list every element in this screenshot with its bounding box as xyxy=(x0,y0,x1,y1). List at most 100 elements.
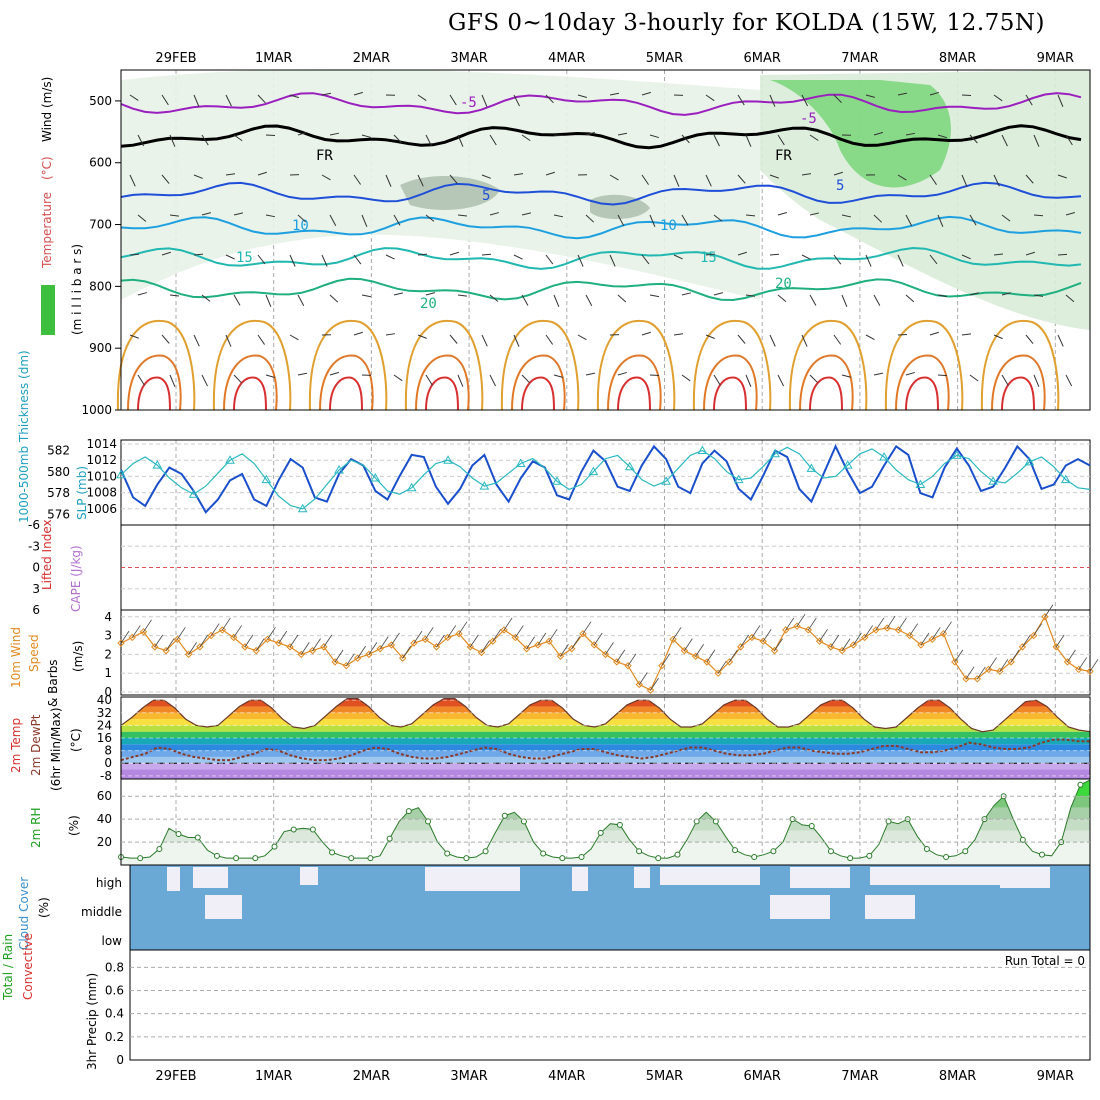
wind-speed-point xyxy=(297,650,305,659)
wind-speed-point xyxy=(151,643,159,651)
wind-barb xyxy=(865,94,875,98)
wind-barb xyxy=(993,94,1003,102)
wind-speed-point xyxy=(387,641,396,649)
wind-barb xyxy=(617,371,627,376)
rh-point xyxy=(520,818,527,825)
wind-speed-point xyxy=(545,637,553,645)
pressure-axis-label: (m i l l i b a r s) xyxy=(70,244,84,335)
wind-barb xyxy=(169,374,176,387)
isotherm-line xyxy=(120,215,1082,240)
surface-wind-barb xyxy=(402,645,412,659)
slp-point xyxy=(624,461,635,471)
rh-band xyxy=(121,807,1090,820)
date-label-top: 5MAR xyxy=(646,51,683,66)
wind-speed-point xyxy=(928,635,936,644)
wind-barb xyxy=(353,254,362,265)
wind-barb xyxy=(329,214,337,226)
wind-barb xyxy=(393,134,402,144)
wind-barb xyxy=(161,251,171,256)
low-level-isotherm xyxy=(415,354,470,411)
wind-barb xyxy=(809,134,819,141)
wind-barb xyxy=(649,134,659,139)
low-level-isotherm xyxy=(809,376,843,411)
surface-wind-barb xyxy=(638,672,648,685)
rh-point xyxy=(559,855,566,862)
dewpoint-label: 2m DewPt xyxy=(29,714,43,776)
wind-tick-label: 3 xyxy=(104,629,112,643)
wind-speed-line xyxy=(120,615,1091,691)
slp-axis-label: SLP (mb) xyxy=(75,466,89,520)
surface-wind-barb xyxy=(177,627,186,640)
thickness-tick-label: 576 xyxy=(47,507,70,521)
wind-barb xyxy=(297,294,305,307)
wind-barb xyxy=(545,254,554,265)
rh-point xyxy=(233,855,240,862)
isotherm-label: 5 xyxy=(482,188,490,204)
wind-barb xyxy=(897,92,908,96)
slp-point xyxy=(988,476,998,485)
wind-barb xyxy=(425,214,435,222)
thickness-tick-label: 582 xyxy=(47,444,70,458)
slp-point xyxy=(297,503,308,513)
temp-tick-label: 0 xyxy=(104,756,112,770)
slp-tick-label: 1006 xyxy=(86,502,117,516)
wind-barb xyxy=(841,374,852,378)
temp-band xyxy=(121,731,1090,738)
wind-barb xyxy=(681,292,692,296)
low-level-isotherm xyxy=(884,319,964,411)
wind-speed-point xyxy=(522,645,531,653)
wind-speed-point xyxy=(1007,658,1015,666)
rh-point xyxy=(732,847,739,854)
wind-barb xyxy=(225,334,232,347)
surface-wind-barb xyxy=(391,632,400,646)
chart-title: GFS 0~10day 3-hourly for KOLDA (15W, 12.… xyxy=(448,10,1045,36)
wind-barb xyxy=(385,333,396,336)
wind-barb xyxy=(425,374,433,386)
wind-barb xyxy=(361,214,368,227)
temperature-label: Temperature xyxy=(40,192,54,269)
wind-speed-point xyxy=(939,629,948,638)
temp-tick-label: 40 xyxy=(97,693,112,707)
cloud-high-gap xyxy=(790,867,850,888)
wind-barb xyxy=(481,94,488,107)
slp-point xyxy=(116,469,126,479)
cloud-high-gap xyxy=(446,867,520,891)
wind-barb xyxy=(1001,374,1009,386)
wind-barb xyxy=(777,134,785,146)
wind-speed-point xyxy=(737,643,745,651)
wind-barb xyxy=(233,134,243,142)
surface-wind-barb xyxy=(616,649,626,663)
rh-band xyxy=(121,796,1090,808)
wind-barb xyxy=(161,174,170,184)
isotherm-label: 10 xyxy=(292,218,309,234)
rh-band xyxy=(121,830,1090,843)
isotherm-line xyxy=(120,181,1082,206)
wind-speed-point xyxy=(241,643,249,651)
rh-unit-label: (%) xyxy=(67,815,81,836)
thickness-line xyxy=(120,443,1091,514)
rh-point xyxy=(290,826,297,833)
wind-barb xyxy=(521,134,531,142)
wind-label-speed: Speed xyxy=(27,634,41,672)
wind-barb xyxy=(257,171,267,176)
wind-speed-point xyxy=(917,641,925,649)
wind-barb xyxy=(513,94,520,107)
upper-air-frame xyxy=(120,69,1091,411)
surface-wind-barb xyxy=(515,625,524,638)
wind-speed-point xyxy=(365,650,373,659)
wind-barb xyxy=(457,134,464,147)
rh-point xyxy=(137,855,144,862)
wind-barb xyxy=(489,294,499,302)
surface-wind-barb xyxy=(379,636,389,649)
wind-barb xyxy=(257,334,265,345)
wind-barb xyxy=(801,173,812,176)
wind-barb xyxy=(385,254,395,260)
rh-point xyxy=(540,850,547,857)
wind-barb xyxy=(649,214,656,227)
wind-barb xyxy=(193,334,200,347)
slp-point xyxy=(188,489,199,498)
wind-barb xyxy=(929,331,939,336)
wind-speed-point xyxy=(398,654,407,662)
slp-tick-label: 1010 xyxy=(86,469,117,483)
